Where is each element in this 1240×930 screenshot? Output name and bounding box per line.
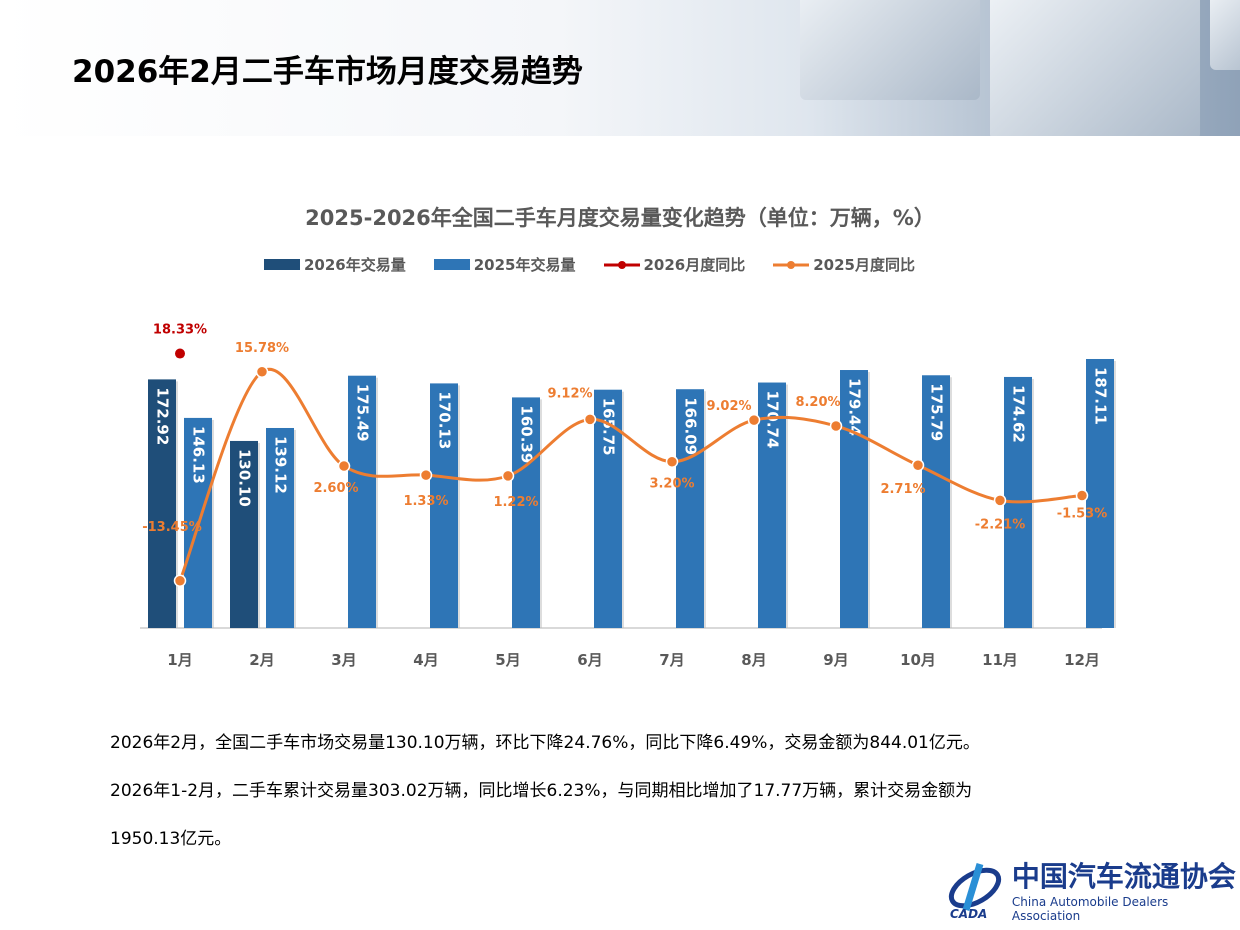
- x-tick-label: 2月: [249, 651, 274, 669]
- x-tick-label: 6月: [577, 651, 602, 669]
- summary-paragraph-3: 1950.13亿元。: [110, 829, 232, 849]
- x-tick-label: 8月: [741, 651, 766, 669]
- point-2025-yoy: [583, 413, 597, 426]
- cada-logo: CADA 中国汽车流通协会 China Automobile Dealers A…: [946, 855, 1240, 923]
- point-2025-yoy: [665, 455, 679, 468]
- bar-2026年交易量: [230, 440, 258, 628]
- bar-2025年交易量: [840, 370, 868, 628]
- bar-value-label: 174.62: [1010, 385, 1028, 443]
- chart-legend: 2026年交易量 2025年交易量 2026月度同比 2025月度同比: [264, 254, 915, 275]
- legend-2026-volume: 2026年交易量: [264, 254, 406, 275]
- point-label-2025-yoy: 15.78%: [235, 341, 289, 356]
- point-label-2025-yoy: -2.21%: [975, 517, 1026, 532]
- bar-value-label: 175.49: [354, 384, 372, 442]
- point-label-2026-yoy: 18.33%: [153, 323, 207, 338]
- bar-value-label: 160.39: [518, 405, 536, 463]
- bar-2025年交易量: [512, 397, 540, 628]
- point-label-2025-yoy: 9.02%: [706, 399, 751, 414]
- header-banner: [0, 0, 1240, 136]
- bar-2025年交易量: [348, 375, 376, 628]
- point-label-2025-yoy: -1.53%: [1057, 507, 1108, 522]
- point-2025-yoy: [993, 494, 1007, 507]
- decorative-cube: [800, 0, 980, 100]
- point-2025-yoy: [173, 574, 187, 588]
- point-2025-yoy: [255, 365, 269, 379]
- bar-value-label: 130.10: [236, 449, 254, 507]
- bar-value-label: 165.75: [600, 398, 618, 456]
- legend-2026-yoy: 2026月度同比: [603, 254, 745, 275]
- point-label-2025-yoy: 2.60%: [313, 481, 358, 496]
- bar-2025年交易量: [1086, 358, 1114, 628]
- summary-paragraph-1: 2026年2月，全国二手车市场交易量130.10万辆，环比下降24.76%，同比…: [110, 733, 980, 753]
- bar-value-label: 146.13: [190, 426, 208, 484]
- bar-value-label: 179.44: [846, 378, 864, 436]
- bar-value-label: 139.12: [272, 436, 290, 494]
- point-2025-yoy: [911, 458, 925, 472]
- x-tick-label: 10月: [900, 651, 936, 669]
- decorative-cube: [1210, 0, 1240, 70]
- point-label-2025-yoy: -13.45%: [142, 520, 202, 535]
- point-2025-yoy: [337, 459, 351, 473]
- point-2025-yoy: [1075, 489, 1089, 502]
- bar-2025年交易量: [266, 427, 294, 628]
- x-tick-label: 7月: [659, 651, 684, 669]
- cada-logo-mark: CADA: [948, 862, 1002, 920]
- point-label-2025-yoy: 8.20%: [795, 395, 840, 410]
- point-label-2025-yoy: 9.12%: [547, 386, 592, 401]
- chart-plot: 1月 2月 3月 4月 5月 6月 7月 8月 9月 10月 11月 12月 172.92 130.10 1…: [140, 323, 1116, 669]
- point-2025-yoy: [419, 468, 433, 482]
- point-2025-yoy: [747, 413, 761, 427]
- svg-text:CADA: CADA: [950, 907, 987, 920]
- point-2025-yoy: [501, 469, 515, 483]
- legend-2025-yoy: 2025月度同比: [773, 254, 915, 275]
- bar-2025年交易量: [676, 389, 704, 628]
- x-tick-label: 1月: [167, 651, 192, 669]
- bar-value-label: 170.13: [436, 391, 454, 449]
- point-label-2025-yoy: 2.71%: [880, 482, 925, 497]
- point-label-2025-yoy: 1.33%: [403, 494, 448, 509]
- point-label-2025-yoy: 3.20%: [649, 477, 694, 492]
- x-tick-label: 3月: [331, 651, 356, 669]
- point-label-2025-yoy: 1.22%: [493, 495, 538, 510]
- bar-value-label: 175.79: [928, 383, 946, 441]
- point-2026-yoy: [175, 348, 185, 359]
- x-tick-label: 5月: [495, 651, 520, 669]
- bar-value-label: 166.09: [682, 397, 700, 455]
- x-tick-label: 9月: [823, 651, 848, 669]
- summary-paragraph-2: 2026年1-2月，二手车累计交易量303.02万辆，同比增长6.23%，与同期…: [110, 781, 973, 801]
- bar-2026年交易量: [148, 379, 176, 628]
- chart-title: 2025-2026年全国二手车月度交易量变化趋势（单位：万辆，%）: [305, 206, 935, 230]
- bar-2025年交易量: [922, 375, 950, 628]
- bar-value-label: 187.11: [1092, 367, 1110, 425]
- x-tick-label: 4月: [413, 651, 438, 669]
- bar-value-label: 172.92: [154, 387, 172, 445]
- bar-2025年交易量: [758, 382, 786, 628]
- bar-2025年交易量: [430, 383, 458, 628]
- decorative-cube: [990, 0, 1200, 136]
- page-title: 2026年2月二手车市场月度交易趋势: [72, 54, 583, 90]
- point-2025-yoy: [829, 419, 843, 433]
- bar-value-label: 170.74: [764, 391, 782, 449]
- x-tick-label: 11月: [982, 651, 1018, 669]
- legend-2025-volume: 2025年交易量: [433, 254, 576, 275]
- x-tick-label: 12月: [1064, 651, 1100, 669]
